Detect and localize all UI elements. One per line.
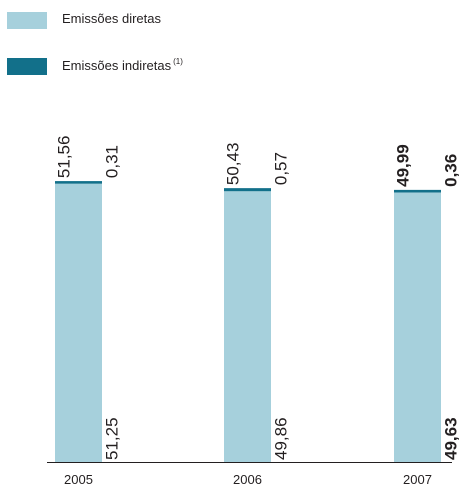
bar-direct-2006 [224,191,271,462]
data-label-total-2006: 50,43 [224,143,243,186]
data-label-direct-2005: 51,25 [103,417,122,460]
data-label-indirect-2005: 0,31 [103,145,122,178]
legend-label-indirect: Emissões indiretas (1) [62,57,183,73]
legend-swatch-indirect [7,58,47,75]
legend-label-direct: Emissões diretas [62,11,161,26]
data-label-total-2005: 51,56 [55,136,74,179]
data-label-direct-2006: 49,86 [272,417,291,460]
x-tick-label-2007: 2007 [403,472,432,487]
x-tick-label-2006: 2006 [233,472,262,487]
x-tick-label-2005: 2005 [64,472,93,487]
bar-direct-2007 [394,192,441,462]
data-label-total-2007: 49,99 [394,144,413,187]
legend-label-indirect-text: Emissões indiretas [62,58,172,73]
legend-swatch-direct [7,12,47,29]
data-label-indirect-2006: 0,57 [272,152,291,185]
bar-direct-2005 [55,183,102,462]
bar-indirect-2007 [394,189,441,193]
data-label-indirect-2007: 0,36 [442,154,461,187]
chart-legend: Emissões diretas Emissões indiretas (1) [0,0,462,90]
legend-footnote-marker: (1) [173,57,183,66]
bar-indirect-2006 [224,188,271,192]
bar-indirect-2005 [55,181,102,184]
data-label-direct-2007: 49,63 [442,417,461,460]
